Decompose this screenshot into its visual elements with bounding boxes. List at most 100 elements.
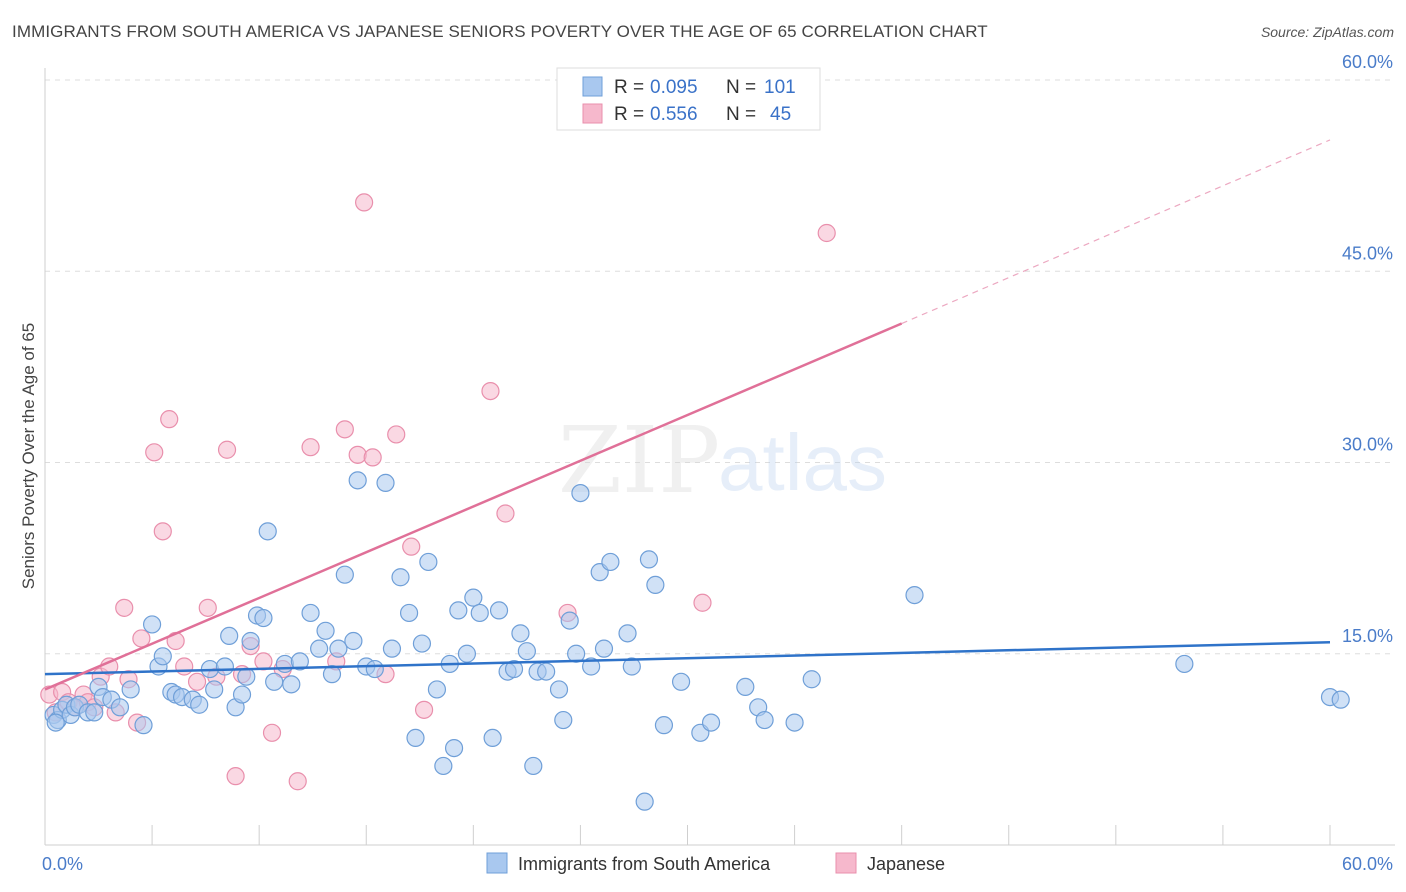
immigrants-point-61	[470, 603, 489, 623]
immigrants-point-31	[254, 608, 273, 628]
japanese-point-11	[115, 598, 134, 617]
legend-swatch-blue	[582, 76, 603, 97]
immigrants-point-63	[489, 601, 509, 620]
y-tick-label-60: 60.0%	[1342, 52, 1393, 72]
y-tick-label-15: 15.0%	[1342, 626, 1393, 646]
immigrants-point-55	[434, 756, 453, 776]
immigrants-point-13	[121, 680, 140, 699]
legend-r-value-1: 0.095	[650, 77, 698, 98]
immigrants-point-22	[190, 695, 209, 714]
immigrants-point-68	[524, 756, 543, 776]
immigrants-point-95	[1175, 654, 1194, 674]
immigrants-point-35	[282, 675, 301, 694]
immigrants-point-79	[601, 552, 620, 572]
japanese-point-45	[817, 223, 836, 243]
immigrants-point-86	[671, 672, 691, 691]
immigrants-point-74	[567, 644, 586, 663]
japanese-point-19	[175, 657, 194, 676]
immigrants-point-65	[504, 659, 524, 679]
japanese-point-35	[355, 193, 374, 212]
immigrants-point-60	[464, 588, 483, 607]
immigrants-point-25	[215, 657, 234, 676]
japanese-point-36	[363, 448, 382, 467]
immigrants-point-51	[406, 728, 425, 748]
y-tick-label-45: 45.0%	[1342, 243, 1393, 263]
immigrants-point-72	[554, 710, 573, 730]
bottom-legend-swatch-blue	[486, 852, 508, 874]
immigrants-point-46	[365, 659, 384, 679]
immigrants-point-97	[1331, 690, 1350, 709]
legend-n-value-2: 45	[770, 104, 791, 125]
immigrants-point-36	[290, 652, 309, 671]
japanese-point-17	[160, 410, 179, 429]
immigrants-point-58	[449, 601, 468, 620]
x-tick-label-min: 0.0%	[42, 854, 83, 874]
y-tick-labels: 15.0% 30.0% 45.0% 60.0%	[1342, 52, 1393, 646]
japanese-point-33	[335, 420, 354, 439]
legend-r-label-2: R =	[614, 104, 644, 125]
x-tick-label-max: 60.0%	[1342, 854, 1393, 874]
immigrants-point-37	[301, 603, 320, 623]
immigrants-point-28	[232, 685, 252, 704]
bottom-legend-swatch-pink	[835, 852, 857, 874]
chart-source: Source: ZipAtlas.com	[1260, 24, 1394, 40]
immigrants-point-38	[310, 639, 329, 658]
immigrants-point-98	[46, 713, 65, 732]
immigrants-point-48	[382, 639, 402, 658]
immigrants-point-44	[348, 471, 367, 490]
bottom-legend-label-japanese: Japanese	[867, 854, 945, 874]
bottom-legend: Immigrants from South America Japanese	[486, 852, 945, 874]
japanese-point-31	[301, 438, 320, 457]
immigrants-point-94	[905, 585, 924, 605]
japanese-point-39	[402, 537, 421, 556]
immigrants-point-59	[457, 644, 477, 663]
immigrants-point-26	[220, 626, 239, 646]
immigrants-point-66	[511, 624, 530, 643]
immigrants-point-39	[316, 621, 335, 640]
immigrants-point-88	[701, 713, 721, 732]
immigrants-point-15	[142, 615, 162, 634]
japanese-point-30	[288, 772, 307, 791]
series-immigrants-points	[44, 471, 1350, 811]
immigrants-point-57	[444, 738, 464, 758]
immigrants-point-8	[85, 703, 104, 722]
gridlines	[45, 79, 1395, 655]
legend-r-label-1: R =	[614, 77, 644, 98]
immigrants-point-75	[571, 484, 590, 503]
immigrants-point-76	[582, 657, 601, 676]
chart-title: IMMIGRANTS FROM SOUTH AMERICA VS JAPANES…	[12, 22, 988, 41]
japanese-point-16	[153, 522, 172, 541]
watermark-atlas: atlas	[718, 418, 887, 507]
immigrants-point-43	[344, 631, 363, 651]
immigrants-point-14	[134, 716, 153, 735]
legend-n-value-1: 101	[764, 77, 796, 98]
legend-swatch-pink	[582, 103, 603, 124]
japanese-point-23	[217, 440, 237, 459]
japanese-point-21	[198, 598, 217, 617]
japanese-point-28	[262, 723, 282, 742]
immigrants-point-71	[549, 680, 569, 699]
trend-line-immigrants	[44, 641, 1331, 676]
immigrants-point-83	[639, 550, 659, 569]
immigrants-point-32	[258, 522, 277, 541]
legend-r-value-2: 0.556	[650, 104, 698, 125]
immigrants-point-84	[646, 575, 665, 595]
legend-n-label-2: N =	[726, 104, 756, 125]
legend-n-label-1: N =	[726, 77, 756, 98]
immigrants-point-49	[391, 568, 410, 587]
japanese-point-15	[145, 443, 164, 462]
immigrants-point-50	[399, 603, 419, 623]
immigrants-point-85	[654, 716, 674, 735]
immigrants-point-40	[322, 665, 342, 684]
immigrants-point-99	[237, 667, 256, 686]
immigrants-point-89	[736, 677, 755, 697]
immigrants-point-70	[537, 662, 556, 681]
immigrants-point-78	[594, 639, 614, 658]
japanese-point-41	[481, 382, 500, 401]
immigrants-point-17	[153, 647, 172, 666]
immigrants-point-29	[241, 631, 260, 651]
japanese-point-42	[496, 504, 515, 523]
x-ticks	[151, 825, 1331, 845]
bottom-legend-label-immigrants: Immigrants from South America	[518, 854, 771, 874]
